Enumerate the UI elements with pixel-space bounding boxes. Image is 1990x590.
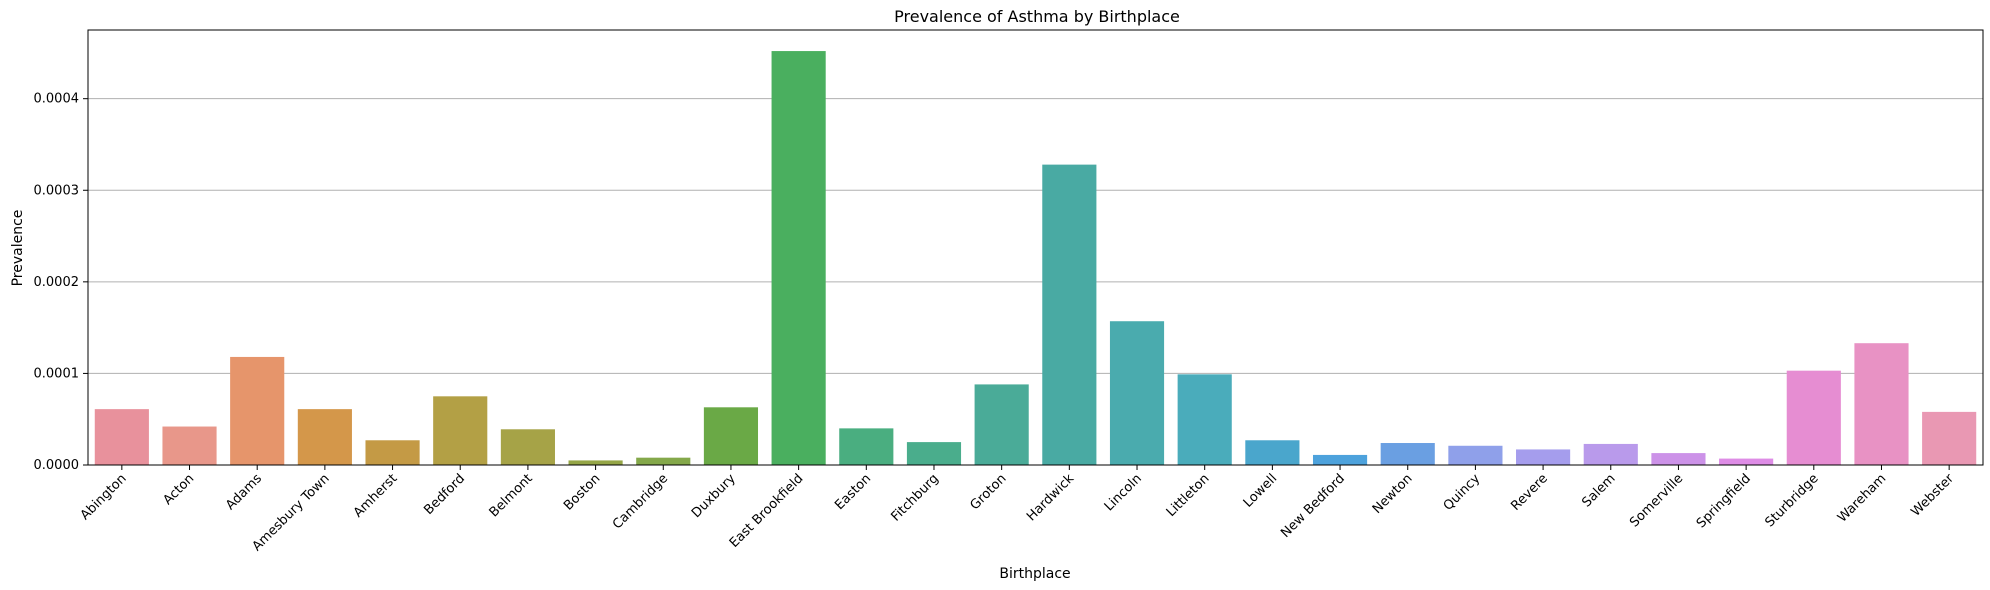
bar-cambridge [636, 457, 691, 465]
x-tick-label: Salem [1579, 471, 1618, 510]
x-tick-label: Boston [561, 471, 603, 513]
bar-salem [1583, 443, 1638, 465]
x-tick-label: Abington [78, 471, 130, 523]
bar-duxbury [703, 407, 759, 465]
x-tick-label: Easton [832, 471, 874, 513]
x-tick-label: Wareham [1835, 471, 1889, 525]
x-tick-label: Duxbury [689, 471, 739, 521]
bar-new-bedford [1312, 454, 1368, 465]
bars [94, 51, 1977, 466]
bar-newton [1380, 443, 1435, 465]
x-tick-label: Webster [1909, 471, 1958, 520]
x-tick-label: Newton [1370, 471, 1416, 517]
bar-littleton [1177, 374, 1232, 465]
x-tick-label: Sturbridge [1762, 471, 1821, 530]
bar-amherst [365, 440, 420, 465]
x-tick-label: Somerville [1627, 471, 1686, 530]
bar-webster [1922, 411, 1977, 465]
y-tick-label: 0.0003 [34, 183, 80, 198]
x-tick-label: Bedford [421, 471, 468, 518]
x-tick-label: Springfield [1694, 471, 1754, 531]
bar-easton [839, 428, 894, 465]
y-axis-ticks: 0.0000 0.0001 0.0002 0.0003 0.0004 [34, 92, 88, 473]
bar-revere [1516, 449, 1571, 465]
bar-springfield [1719, 458, 1774, 465]
y-tick-label: 0.0002 [34, 275, 80, 290]
x-tick-label: Fitchburg [888, 471, 941, 524]
bar-sturbridge [1786, 370, 1841, 465]
x-tick-label: Amherst [351, 471, 401, 521]
y-tick-label: 0.0004 [34, 92, 80, 107]
bar-belmont [500, 429, 555, 465]
grid-lines [88, 98, 1983, 466]
y-tick-label: 0.0001 [34, 366, 80, 381]
bar-groton [974, 384, 1029, 465]
bar-fitchburg [906, 442, 962, 465]
bar-east-brookfield [771, 51, 826, 465]
bar-lincoln [1109, 321, 1165, 465]
bar-acton [162, 426, 217, 465]
bar-quincy [1448, 445, 1503, 465]
bar-lowell [1245, 440, 1300, 465]
x-tick-label: Belmont [487, 471, 536, 520]
plot-frame [87, 29, 1984, 466]
bar-hardwick [1042, 164, 1097, 466]
bar-wareham [1854, 343, 1909, 465]
bar-somerville [1651, 453, 1706, 465]
bar-boston [568, 460, 623, 465]
chart-title: Prevalence of Asthma by Birthplace [894, 7, 1180, 26]
bar-adams [230, 356, 285, 465]
y-tick-label: 0.0000 [34, 458, 80, 473]
x-tick-label: Adams [223, 471, 265, 513]
x-tick-label: Hardwick [1024, 471, 1077, 524]
x-tick-label: New Bedford [1278, 471, 1348, 541]
bar-bedford [433, 396, 488, 465]
bar-abington [94, 409, 149, 465]
x-axis-label: Birthplace [999, 566, 1070, 582]
x-tick-label: Acton [160, 471, 197, 508]
x-tick-label: East Brookfield [727, 471, 807, 551]
x-tick-label: Groton [967, 471, 1009, 513]
x-tick-label: Lincoln [1102, 471, 1145, 514]
x-tick-label: Revere [1508, 471, 1551, 514]
x-tick-label: Littleton [1164, 471, 1213, 520]
x-tick-label: Cambridge [610, 471, 671, 532]
bar-amesbury-town [297, 409, 352, 465]
x-tick-label: Quincy [1441, 471, 1484, 514]
y-axis-label: Prevalence [10, 210, 26, 287]
x-tick-label: Lowell [1241, 471, 1280, 510]
